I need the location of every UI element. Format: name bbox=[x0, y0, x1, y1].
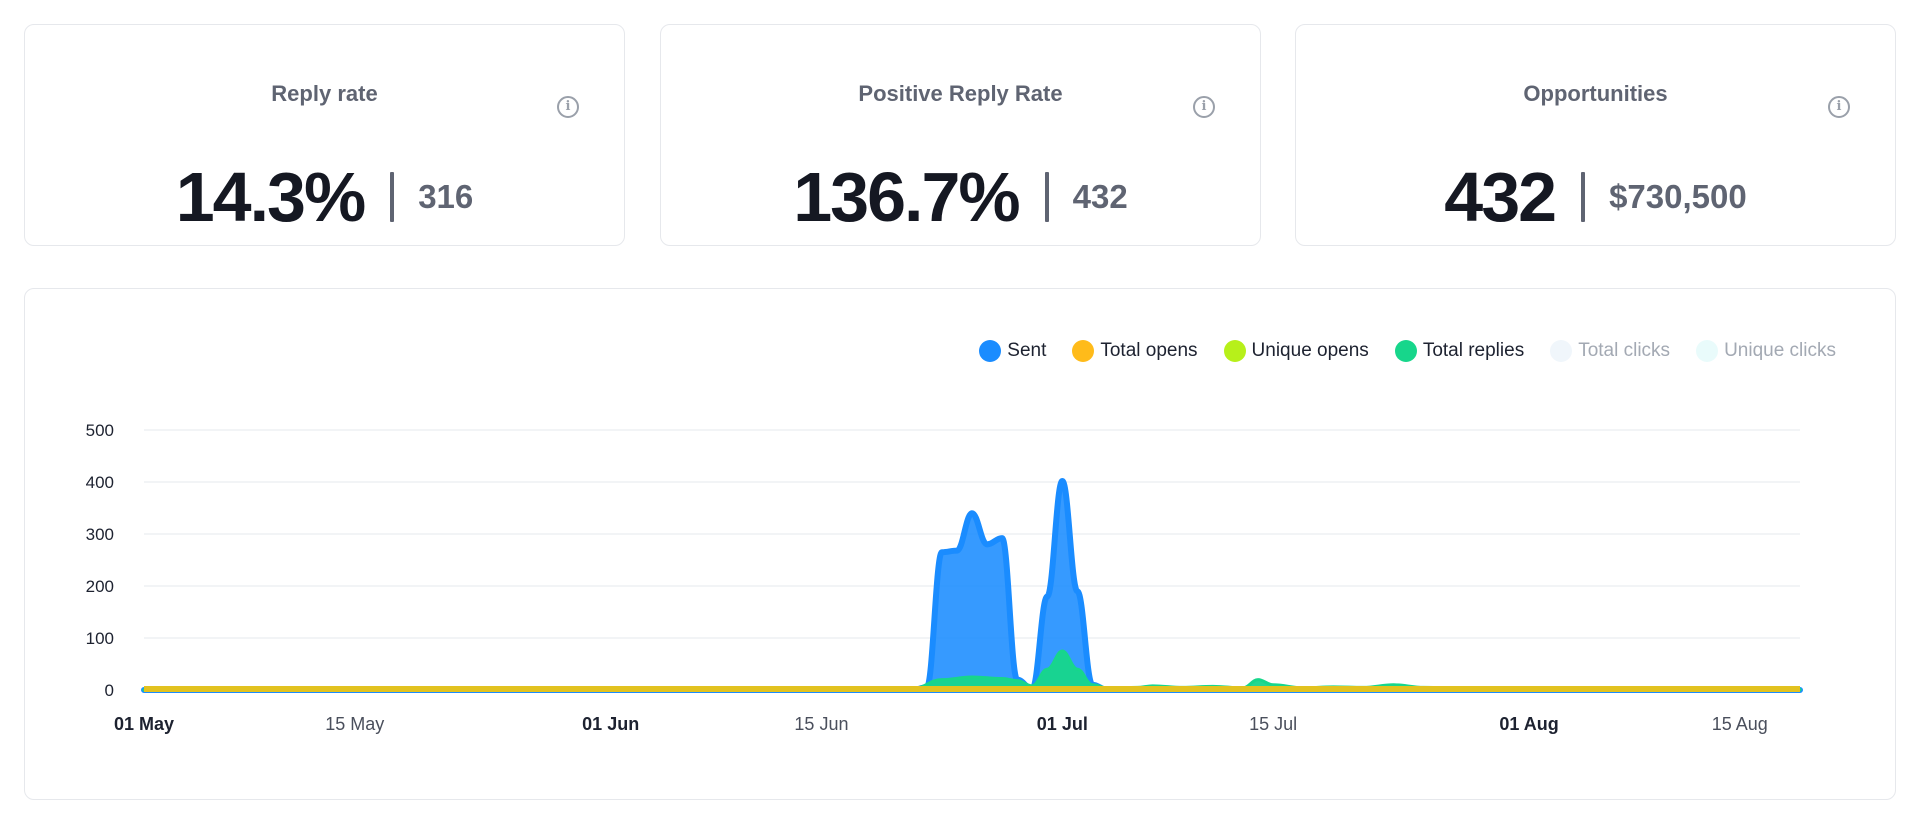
opportunities-value: $730,500 bbox=[1609, 178, 1747, 215]
divider bbox=[1581, 172, 1586, 222]
legend-dot bbox=[1394, 340, 1417, 362]
x-tick-label: 15 Aug bbox=[1712, 714, 1768, 734]
info-icon[interactable]: i bbox=[1828, 96, 1850, 118]
chart-legend: Sent Total opens Unique opens Total repl… bbox=[979, 340, 1836, 362]
x-tick-label: 15 Jul bbox=[1249, 714, 1297, 734]
y-tick-label: 500 bbox=[86, 421, 114, 440]
legend-sent[interactable]: Sent bbox=[979, 340, 1046, 362]
legend-total-replies[interactable]: Total replies bbox=[1394, 340, 1525, 362]
x-tick-label: 15 May bbox=[325, 714, 384, 734]
positive-reply-rate-card: Positive Reply Rate i 136.7% 432 bbox=[660, 24, 1261, 246]
legend-total-opens[interactable]: Total opens bbox=[1072, 340, 1198, 362]
x-tick-label: 01 May bbox=[114, 714, 174, 734]
y-tick-label: 0 bbox=[105, 681, 114, 700]
legend-unique-opens[interactable]: Unique opens bbox=[1223, 340, 1369, 362]
y-tick-label: 300 bbox=[86, 525, 114, 544]
info-icon[interactable]: i bbox=[1193, 96, 1215, 118]
x-tick-label: 01 Aug bbox=[1499, 714, 1558, 734]
divider bbox=[1044, 172, 1049, 222]
legend-label: Total opens bbox=[1100, 340, 1198, 361]
legend-total-clicks[interactable]: Total clicks bbox=[1550, 340, 1670, 362]
positive-reply-rate-value: 136.7% bbox=[793, 158, 1020, 236]
reply-rate-card: Reply rate i 14.3% 316 bbox=[24, 24, 625, 246]
opportunities-card: Opportunities i 432 $730,500 bbox=[1295, 24, 1896, 246]
legend-unique-clicks[interactable]: Unique clicks bbox=[1696, 340, 1836, 362]
reply-rate-value: 14.3% bbox=[175, 158, 366, 236]
opportunities-values: 432 $730,500 bbox=[1296, 161, 1895, 233]
legend-label: Unique opens bbox=[1251, 340, 1369, 361]
series-sent bbox=[141, 477, 1803, 694]
opportunities-title: Opportunities bbox=[1523, 81, 1668, 106]
positive-reply-rate-values: 136.7% 432 bbox=[661, 161, 1260, 233]
x-tick-label: 01 Jun bbox=[582, 714, 639, 734]
divider bbox=[390, 172, 395, 222]
legend-label: Total replies bbox=[1422, 340, 1525, 361]
y-tick-label: 100 bbox=[86, 629, 114, 648]
legend-dot bbox=[1696, 340, 1719, 362]
legend-dot bbox=[1223, 340, 1246, 362]
legend-dot bbox=[1072, 340, 1095, 362]
legend-label: Total clicks bbox=[1578, 340, 1671, 361]
legend-label: Unique clicks bbox=[1724, 340, 1836, 361]
positive-reply-rate-title: Positive Reply Rate bbox=[858, 81, 1063, 106]
reply-rate-title: Reply rate bbox=[271, 81, 378, 106]
x-tick-label: 01 Jul bbox=[1037, 714, 1088, 734]
y-tick-label: 400 bbox=[86, 473, 114, 492]
legend-label: Sent bbox=[1007, 340, 1047, 361]
reply-count: 316 bbox=[418, 178, 474, 215]
reply-rate-values: 14.3% 316 bbox=[25, 161, 624, 233]
x-tick-label: 15 Jun bbox=[794, 714, 848, 734]
legend-dot bbox=[1550, 340, 1573, 362]
positive-reply-count: 432 bbox=[1072, 178, 1128, 215]
y-tick-label: 200 bbox=[86, 577, 114, 596]
legend-dot bbox=[979, 340, 1002, 362]
opportunities-count: 432 bbox=[1444, 158, 1557, 236]
info-icon[interactable]: i bbox=[557, 96, 579, 118]
